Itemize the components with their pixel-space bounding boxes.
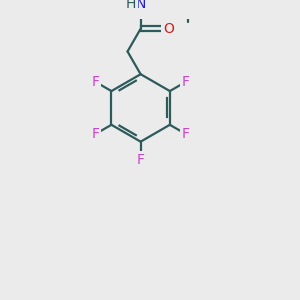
- Text: F: F: [182, 75, 190, 89]
- Text: H: H: [125, 0, 136, 11]
- Text: F: F: [91, 75, 99, 89]
- Text: F: F: [182, 127, 190, 141]
- Text: O: O: [163, 22, 174, 36]
- Text: F: F: [91, 127, 99, 141]
- Text: F: F: [136, 153, 145, 167]
- Text: N: N: [135, 0, 146, 11]
